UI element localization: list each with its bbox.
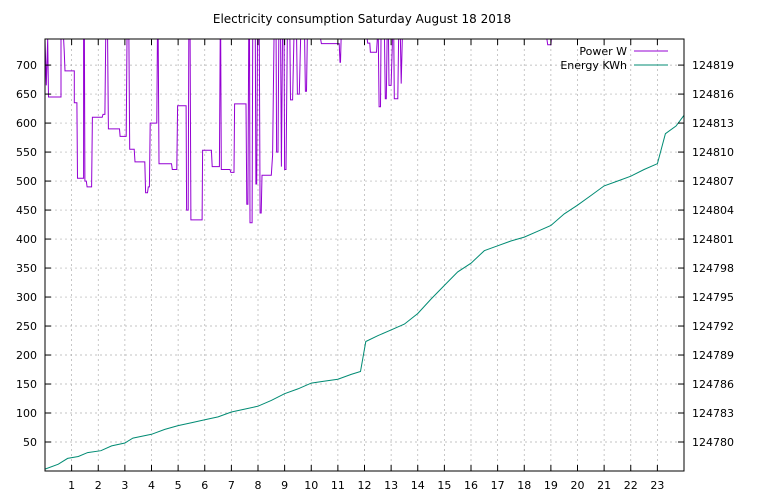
x-tick-label: 8 xyxy=(255,479,262,492)
x-tick-label: 16 xyxy=(464,479,478,492)
x-tick-label: 19 xyxy=(544,479,558,492)
y-tick-label: 500 xyxy=(16,175,37,188)
x-tick-label: 5 xyxy=(175,479,182,492)
x-tick-label: 2 xyxy=(95,479,102,492)
x-tick-label: 18 xyxy=(517,479,531,492)
y-tick-label: 250 xyxy=(16,320,37,333)
axis-layer: 50 100 150 200 250 300 350 400 450 500 550 600 650 70… xyxy=(16,39,734,492)
y-tick-label: 550 xyxy=(16,146,37,159)
y2-tick-label: 124789 xyxy=(692,349,734,362)
x-tick-label: 6 xyxy=(201,479,208,492)
legend-label: Energy KWh xyxy=(560,59,627,72)
y-tick-label: 100 xyxy=(16,407,37,420)
y2-tick-label: 124813 xyxy=(692,117,734,130)
y2-tick-label: 124783 xyxy=(692,407,734,420)
x-tick-label: 1 xyxy=(68,479,75,492)
series-line-energy-kwh xyxy=(44,115,685,470)
y-tick-label: 150 xyxy=(16,378,37,391)
y-tick-label: 450 xyxy=(16,204,37,217)
x-tick-label: 9 xyxy=(281,479,288,492)
x-tick-label: 14 xyxy=(411,479,425,492)
x-tick-label: 7 xyxy=(228,479,235,492)
legend-label: Power W xyxy=(579,45,627,58)
x-tick-label: 17 xyxy=(491,479,505,492)
y2-tick-label: 124819 xyxy=(692,59,734,72)
y2-tick-label: 124801 xyxy=(692,233,734,246)
x-tick-label: 12 xyxy=(358,479,372,492)
y-tick-label: 700 xyxy=(16,59,37,72)
x-tick-label: 20 xyxy=(571,479,585,492)
y-tick-label: 350 xyxy=(16,262,37,275)
y2-tick-label: 124807 xyxy=(692,175,734,188)
x-tick-label: 13 xyxy=(384,479,398,492)
x-tick-label: 4 xyxy=(148,479,155,492)
x-tick-label: 15 xyxy=(437,479,451,492)
chart-title: Electricity consumption Saturday August … xyxy=(213,12,511,26)
x-tick-label: 22 xyxy=(624,479,638,492)
y2-tick-label: 124795 xyxy=(692,291,734,304)
y2-tick-label: 124786 xyxy=(692,378,734,391)
y-tick-label: 300 xyxy=(16,291,37,304)
grid-layer xyxy=(45,39,684,471)
y2-tick-label: 124780 xyxy=(692,436,734,449)
y2-tick-label: 124804 xyxy=(692,204,734,217)
y-tick-label: 650 xyxy=(16,88,37,101)
x-tick-label: 10 xyxy=(304,479,318,492)
x-tick-label: 21 xyxy=(597,479,611,492)
x-tick-label: 3 xyxy=(121,479,128,492)
y2-tick-label: 124798 xyxy=(692,262,734,275)
y-tick-label: 50 xyxy=(23,436,37,449)
y-tick-label: 200 xyxy=(16,349,37,362)
y-tick-label: 600 xyxy=(16,117,37,130)
y-tick-label: 400 xyxy=(16,233,37,246)
y2-tick-label: 124810 xyxy=(692,146,734,159)
x-tick-label: 23 xyxy=(650,479,664,492)
x-tick-label: 11 xyxy=(331,479,345,492)
y2-tick-label: 124792 xyxy=(692,320,734,333)
y2-tick-label: 124816 xyxy=(692,88,734,101)
